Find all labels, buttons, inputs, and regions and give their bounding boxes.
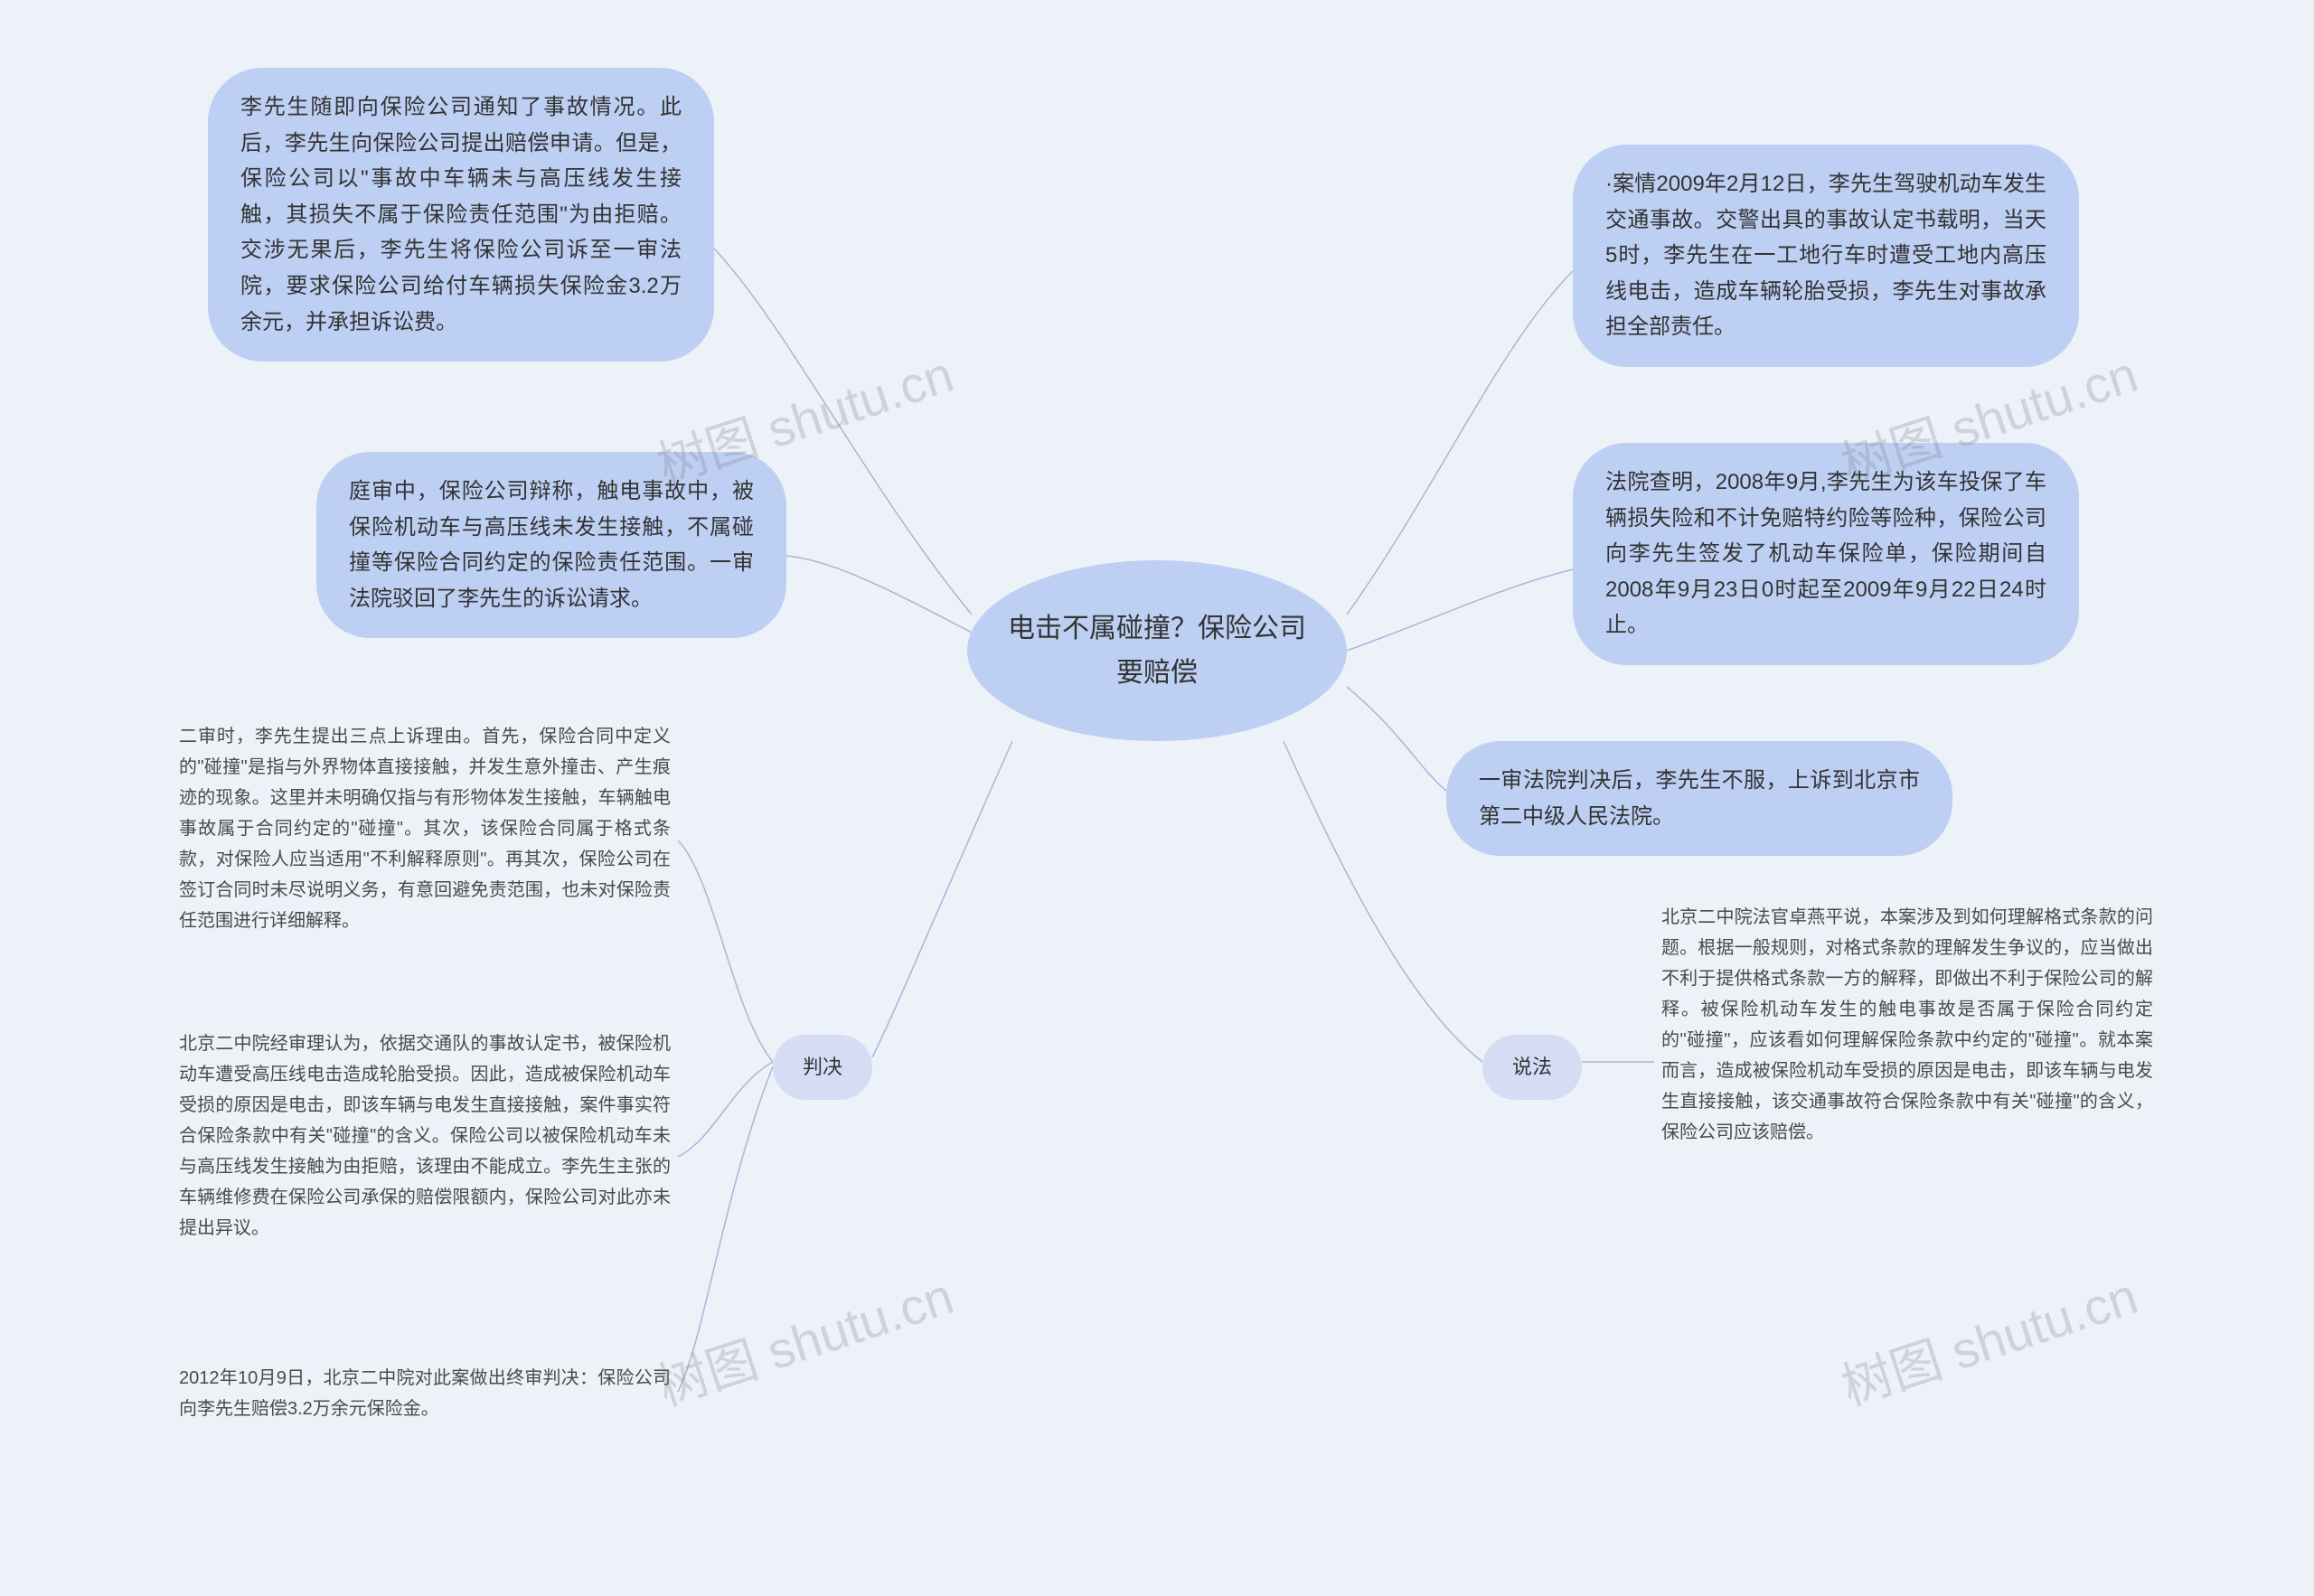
node-left-1: 李先生随即向保险公司通知了事故情况。此后，李先生向保险公司提出赔偿申请。但是，保…: [208, 68, 714, 361]
watermark: 树图 shutu.cn: [647, 1256, 962, 1421]
watermark: 树图 shutu.cn: [1831, 1256, 2146, 1421]
node-judge-label: 判决: [773, 1035, 872, 1100]
node-left-5: 2012年10月9日，北京二中院对此案做出终审判决：保险公司向李先生赔偿3.2万…: [172, 1356, 678, 1432]
node-right-1: ·案情2009年2月12日，李先生驾驶机动车发生交通事故。交警出具的事故认定书载…: [1573, 145, 2079, 367]
node-left-2: 庭审中，保险公司辩称，触电事故中，被保险机动车与高压线未发生接触，不属碰撞等保险…: [316, 452, 786, 638]
node-right-2: 法院查明，2008年9月,李先生为该车投保了车辆损失险和不计免赔特约险等险种，保…: [1573, 443, 2079, 665]
node-right-4: 北京二中院法官卓燕平说，本案涉及到如何理解格式条款的问题。根据一般规则，对格式条…: [1654, 895, 2160, 1155]
node-left-3: 二审时，李先生提出三点上诉理由。首先，保险合同中定义的"碰撞"是指与外界物体直接…: [172, 714, 678, 944]
center-node: 电击不属碰撞？保险公司要赔偿: [967, 560, 1347, 741]
node-right-3: 一审法院判决后，李先生不服，上诉到北京市第二中级人民法院。: [1446, 741, 1952, 856]
node-left-4: 北京二中院经审理认为，依据交通队的事故认定书，被保险机动车遭受高压线电击造成轮胎…: [172, 1021, 678, 1251]
node-explain-label: 说法: [1482, 1035, 1582, 1100]
